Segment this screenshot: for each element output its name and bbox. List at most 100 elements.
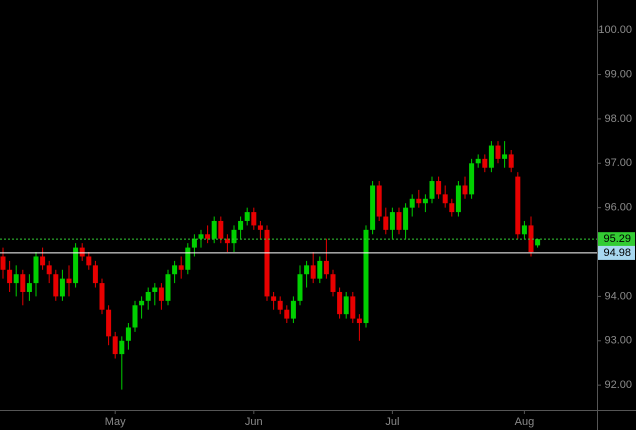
candle-body <box>119 340 125 355</box>
y-tick-label: 99.00 <box>604 68 632 80</box>
candle-body <box>165 274 171 301</box>
candle-body <box>33 256 39 284</box>
y-tick-label: 92.00 <box>604 379 632 391</box>
candle-body <box>482 158 488 168</box>
candle-body <box>112 336 118 355</box>
price-label-box <box>598 245 635 260</box>
candle-body <box>257 225 263 230</box>
candle-body <box>224 238 230 244</box>
x-tick-label: Jul <box>385 416 399 428</box>
candle-body <box>396 212 402 230</box>
candle-body <box>40 256 46 266</box>
candle-body <box>0 256 6 270</box>
candle-body <box>330 274 336 292</box>
candle-body <box>502 154 508 159</box>
x-tick-label: May <box>105 416 126 428</box>
x-tick-label: Jun <box>245 416 263 428</box>
y-tick-label: 94.00 <box>604 290 632 302</box>
candle-body <box>442 194 448 204</box>
y-tick-label: 93.00 <box>604 335 632 347</box>
candle-body <box>211 220 217 239</box>
candle-body <box>172 265 178 275</box>
candle-body <box>26 283 32 292</box>
candle-body <box>363 229 369 324</box>
candle-body <box>125 327 131 341</box>
y-tick-label: 100.00 <box>598 24 632 36</box>
candle-body <box>178 265 184 270</box>
candle-body <box>198 234 204 239</box>
candle-body <box>449 203 455 213</box>
candle-body <box>343 296 349 315</box>
candle-body <box>416 198 422 204</box>
candle-body <box>46 265 52 275</box>
candle-body <box>264 229 270 297</box>
price-label: 94.98 <box>603 247 631 259</box>
candle-body <box>488 145 494 168</box>
candle-body <box>53 274 59 297</box>
candle-body <box>297 274 303 301</box>
candle-body <box>238 220 244 230</box>
y-tick-label: 98.00 <box>604 113 632 125</box>
candle-body <box>429 181 435 199</box>
candle-body <box>409 198 415 208</box>
candle-body <box>290 300 296 319</box>
candle-body <box>191 238 197 248</box>
x-tick-label: Aug <box>515 416 535 428</box>
candle-body <box>139 300 145 306</box>
candle-body <box>535 239 541 246</box>
candle-body <box>86 256 92 266</box>
candle-body <box>205 234 211 239</box>
candle-body <box>389 212 395 230</box>
candle-body <box>370 185 376 230</box>
candle-body <box>469 163 475 195</box>
candle-body <box>521 225 527 235</box>
candle-body <box>337 291 343 315</box>
candle-body <box>158 287 164 301</box>
candle-body <box>244 212 250 221</box>
candle-body <box>132 305 138 328</box>
candle-body <box>508 154 514 168</box>
candle-body <box>422 198 428 204</box>
candle-body <box>436 181 442 195</box>
candle-body <box>356 318 362 324</box>
candle-body <box>218 220 224 239</box>
candle-body <box>350 296 356 319</box>
candle-body <box>79 247 85 257</box>
candle-body <box>59 278 65 297</box>
candle-body <box>7 269 13 284</box>
price-label: 95.29 <box>603 233 631 245</box>
candle-body <box>66 278 72 284</box>
candle-body <box>403 207 409 230</box>
candle-body <box>106 309 112 337</box>
y-tick-label: 97.00 <box>604 157 632 169</box>
candle-body <box>277 300 283 310</box>
candle-body <box>515 176 521 235</box>
candle-body <box>317 260 323 279</box>
candle-body <box>99 283 105 310</box>
price-label-box <box>598 232 635 247</box>
candle-body <box>284 309 290 319</box>
candle-body <box>251 212 257 226</box>
y-tick-label: 96.00 <box>604 202 632 214</box>
candle-body <box>528 225 534 253</box>
candle-body <box>475 158 481 164</box>
candle-body <box>383 216 389 230</box>
candle-body <box>20 274 26 292</box>
candle-body <box>152 287 158 292</box>
candle-body <box>462 185 468 195</box>
candle-body <box>495 145 501 159</box>
candle-body <box>185 247 191 270</box>
candle-body <box>455 185 461 213</box>
candle-body <box>323 260 329 275</box>
candle-body <box>145 291 151 301</box>
candle-body <box>92 265 98 284</box>
candle-body <box>304 265 310 275</box>
candle-body <box>376 185 382 217</box>
candle-body <box>310 265 316 279</box>
candle-body <box>73 247 79 284</box>
candle-body <box>231 229 237 244</box>
candle-body <box>271 296 277 301</box>
candle-body <box>13 274 19 284</box>
